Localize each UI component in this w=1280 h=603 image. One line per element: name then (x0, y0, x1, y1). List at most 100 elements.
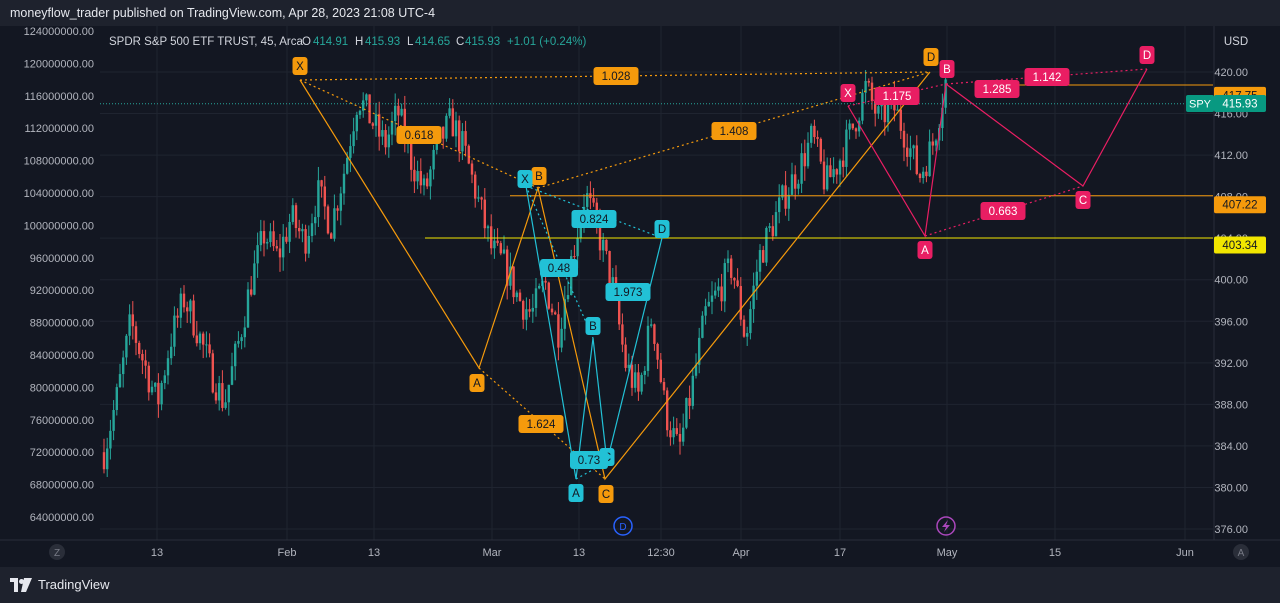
time-axis[interactable]: 13 Feb 13 Mar 13 12:30 Apr 17 May 15 Jun (151, 547, 1194, 559)
tradingview-brand[interactable]: TradingView (10, 577, 110, 592)
candle-body (669, 430, 672, 438)
svg-text:A: A (921, 245, 929, 257)
earnings-flash-icon[interactable] (936, 516, 956, 536)
candle-body (134, 326, 138, 343)
candle-body (387, 134, 390, 148)
candle-body (339, 193, 342, 211)
candle-body (352, 131, 355, 147)
branding-bar: TradingView (0, 567, 1280, 603)
candle-body (832, 169, 835, 178)
candle-body (790, 174, 794, 195)
price-level-text: 407.22 (1222, 200, 1257, 212)
chart-canvas[interactable]: 124000000.00 120000000.00 116000000.00 1120… (0, 26, 1280, 567)
candle-body (941, 107, 944, 129)
price-tick-label: 396.00 (1214, 316, 1248, 328)
candle-body (579, 220, 582, 239)
candle-body (144, 360, 147, 366)
candle-body (934, 140, 938, 146)
candle-body (186, 307, 189, 312)
candle-body (826, 165, 829, 190)
candle-body (778, 197, 781, 213)
candle-body (810, 125, 813, 143)
candle-body (285, 236, 288, 242)
svg-text:1.408: 1.408 (720, 126, 749, 138)
last-price-tag: SPY 415.93 (1186, 95, 1266, 112)
candle-body (400, 108, 403, 116)
svg-text:B: B (943, 64, 951, 76)
candle-body (115, 387, 118, 411)
auto-scale-icon[interactable]: A (1233, 544, 1249, 560)
timezone-icon[interactable]: Z (49, 544, 65, 560)
candle-body (442, 126, 445, 139)
open-value: 414.91 (313, 36, 348, 48)
candle-body (835, 169, 838, 175)
candle-body (211, 353, 214, 393)
candle-body (691, 375, 694, 406)
candle-body (685, 398, 688, 428)
candle-body (310, 223, 314, 236)
candle-body (470, 163, 474, 175)
candle-body (678, 433, 682, 442)
candle-body (288, 221, 291, 242)
candle-body (314, 217, 317, 224)
candle-body (618, 294, 621, 325)
candle-body (163, 375, 166, 384)
candle-body (915, 145, 918, 174)
candle-body (179, 293, 182, 318)
close-label: C (456, 36, 464, 48)
svg-text:1.973: 1.973 (614, 287, 643, 299)
pattern-label-X: X (840, 84, 856, 102)
svg-text:D: D (619, 522, 626, 533)
candle-body (749, 309, 752, 334)
candle-body (736, 280, 739, 287)
candle-body (538, 285, 541, 289)
chart-area[interactable]: 124000000.00 120000000.00 116000000.00 1120… (0, 26, 1280, 567)
candle-body (330, 233, 333, 239)
candle-body (848, 123, 851, 130)
candle-body (301, 229, 304, 232)
time-tick-label: Jun (1176, 547, 1194, 559)
candle-body (717, 286, 720, 291)
candle-body (822, 161, 826, 190)
price-level-tag (1214, 196, 1266, 214)
volume-tick-label: 76000000.00 (30, 415, 94, 427)
candle-body (512, 266, 515, 298)
candle-body (346, 157, 349, 174)
candle-body (141, 353, 144, 361)
pattern-label-D: D (923, 48, 939, 66)
candle-body (653, 324, 656, 344)
candle-body (573, 256, 576, 258)
left-axis: 124000000.00 120000000.00 116000000.00 1120… (24, 26, 94, 524)
candle-body (566, 295, 570, 300)
pattern-label-0-618: 0.618 (396, 126, 442, 144)
candle-body (899, 109, 902, 131)
candle-body (758, 250, 762, 272)
candle-body (918, 173, 922, 179)
candle-body (643, 370, 646, 375)
volume-tick-label: 124000000.00 (24, 26, 94, 38)
cyan-harmonic-pattern[interactable] (525, 185, 663, 480)
candle-body (198, 333, 202, 344)
candle-body (394, 105, 397, 122)
svg-text:1.175: 1.175 (883, 91, 912, 103)
candle-body (694, 364, 698, 376)
candle-body (358, 110, 362, 115)
pattern-labels[interactable]: X A B C D 0.618 1.624 1.028 1.408 X A B C D 0.824 0.48 1… (292, 46, 1155, 503)
candle-body (118, 374, 122, 388)
candle-body (224, 402, 227, 408)
candle-body (250, 289, 253, 295)
candle-body (912, 145, 915, 149)
candle-body (176, 315, 179, 318)
time-tick-label: 13 (573, 547, 585, 559)
pattern-label-X: X (292, 57, 308, 75)
candle-body (182, 293, 186, 308)
candle-body (173, 315, 176, 347)
candle-body (266, 242, 269, 244)
candle-body (637, 372, 640, 392)
svg-text:1.142: 1.142 (1033, 72, 1062, 84)
dividend-icon[interactable]: D (613, 516, 633, 536)
candle-body (534, 288, 538, 308)
pattern-label-0-663: 0.663 (980, 202, 1026, 220)
candle-body (368, 94, 371, 124)
candle-body (419, 171, 422, 186)
